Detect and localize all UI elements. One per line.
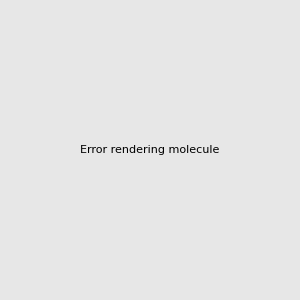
Text: Error rendering molecule: Error rendering molecule [80, 145, 220, 155]
